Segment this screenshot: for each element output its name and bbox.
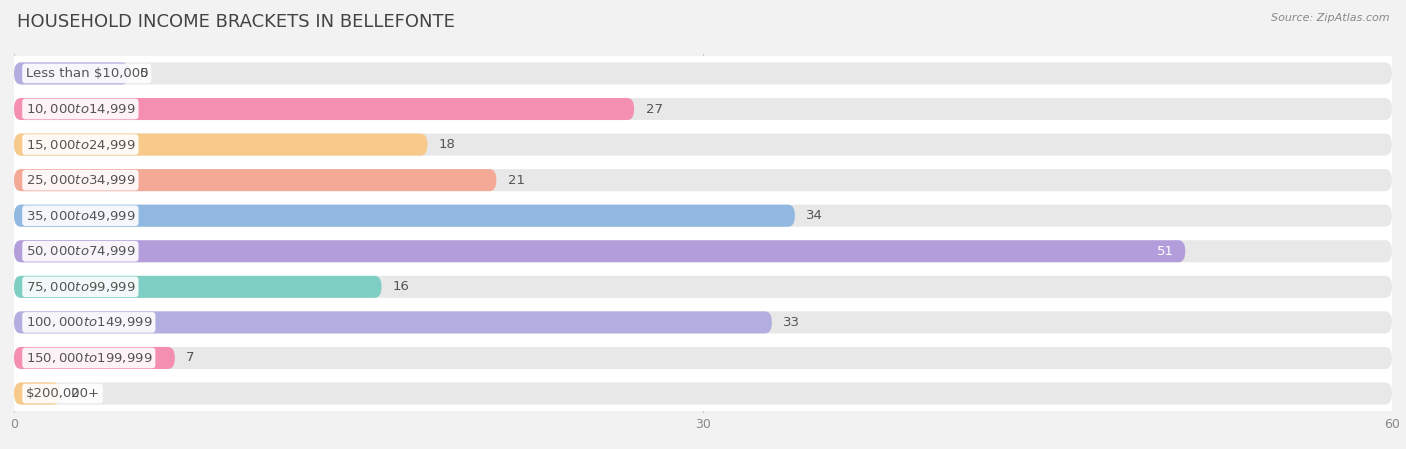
- Text: $15,000 to $24,999: $15,000 to $24,999: [25, 137, 135, 152]
- Text: $100,000 to $149,999: $100,000 to $149,999: [25, 315, 152, 330]
- Text: 18: 18: [439, 138, 456, 151]
- FancyBboxPatch shape: [14, 347, 1392, 369]
- FancyBboxPatch shape: [14, 383, 1392, 405]
- FancyBboxPatch shape: [14, 269, 1392, 304]
- FancyBboxPatch shape: [14, 383, 60, 405]
- Text: 27: 27: [645, 102, 662, 115]
- Text: 2: 2: [72, 387, 80, 400]
- FancyBboxPatch shape: [14, 233, 1392, 269]
- Text: 21: 21: [508, 174, 524, 187]
- FancyBboxPatch shape: [14, 304, 1392, 340]
- Text: 16: 16: [394, 280, 411, 293]
- Text: 5: 5: [141, 67, 149, 80]
- Text: $10,000 to $14,999: $10,000 to $14,999: [25, 102, 135, 116]
- FancyBboxPatch shape: [14, 56, 1392, 91]
- Text: Less than $10,000: Less than $10,000: [25, 67, 148, 80]
- Text: $35,000 to $49,999: $35,000 to $49,999: [25, 209, 135, 223]
- FancyBboxPatch shape: [14, 98, 1392, 120]
- Text: Source: ZipAtlas.com: Source: ZipAtlas.com: [1271, 13, 1389, 23]
- FancyBboxPatch shape: [14, 276, 381, 298]
- Text: $50,000 to $74,999: $50,000 to $74,999: [25, 244, 135, 258]
- FancyBboxPatch shape: [14, 205, 794, 227]
- Text: 51: 51: [1157, 245, 1174, 258]
- FancyBboxPatch shape: [14, 276, 1392, 298]
- FancyBboxPatch shape: [14, 91, 1392, 127]
- FancyBboxPatch shape: [14, 127, 1392, 163]
- FancyBboxPatch shape: [14, 376, 1392, 411]
- FancyBboxPatch shape: [14, 163, 1392, 198]
- Text: $150,000 to $199,999: $150,000 to $199,999: [25, 351, 152, 365]
- FancyBboxPatch shape: [14, 347, 174, 369]
- FancyBboxPatch shape: [14, 133, 1392, 156]
- Text: 34: 34: [807, 209, 824, 222]
- FancyBboxPatch shape: [14, 98, 634, 120]
- Text: 33: 33: [783, 316, 800, 329]
- FancyBboxPatch shape: [14, 169, 1392, 191]
- Text: HOUSEHOLD INCOME BRACKETS IN BELLEFONTE: HOUSEHOLD INCOME BRACKETS IN BELLEFONTE: [17, 13, 454, 31]
- Text: $200,000+: $200,000+: [25, 387, 100, 400]
- FancyBboxPatch shape: [14, 340, 1392, 376]
- Text: 7: 7: [186, 352, 195, 365]
- FancyBboxPatch shape: [14, 240, 1185, 262]
- FancyBboxPatch shape: [14, 240, 1392, 262]
- FancyBboxPatch shape: [14, 205, 1392, 227]
- FancyBboxPatch shape: [14, 311, 772, 334]
- FancyBboxPatch shape: [14, 62, 1392, 84]
- FancyBboxPatch shape: [14, 133, 427, 156]
- Text: $25,000 to $34,999: $25,000 to $34,999: [25, 173, 135, 187]
- FancyBboxPatch shape: [14, 311, 1392, 334]
- FancyBboxPatch shape: [14, 198, 1392, 233]
- FancyBboxPatch shape: [14, 62, 129, 84]
- Text: $75,000 to $99,999: $75,000 to $99,999: [25, 280, 135, 294]
- FancyBboxPatch shape: [14, 169, 496, 191]
